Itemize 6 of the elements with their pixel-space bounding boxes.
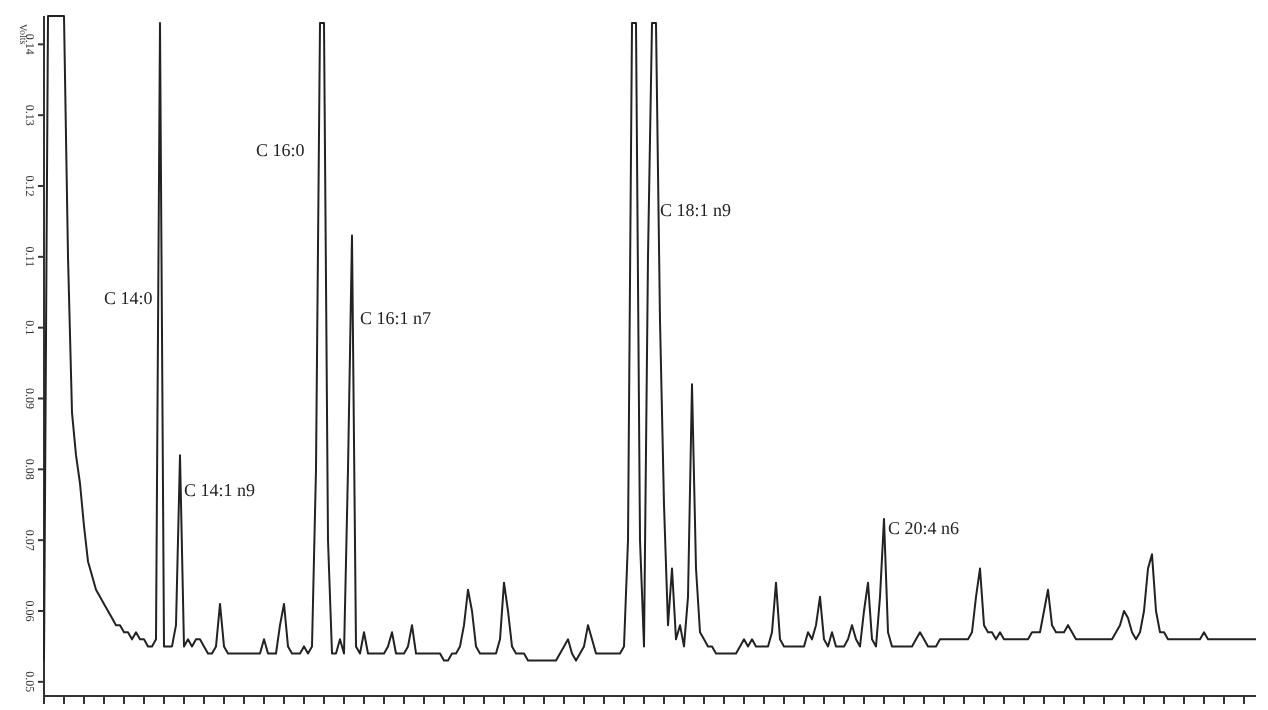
annotation: C 16:1 n7 — [360, 308, 433, 328]
annotation: C 14:0 — [104, 288, 154, 308]
annotation: C 14:1 n9 — [184, 480, 257, 500]
annotation: C 18:1 n9 — [660, 200, 733, 220]
annotation: C 20:4 n6 — [888, 518, 961, 538]
annotation: C 16:0 — [256, 140, 306, 160]
